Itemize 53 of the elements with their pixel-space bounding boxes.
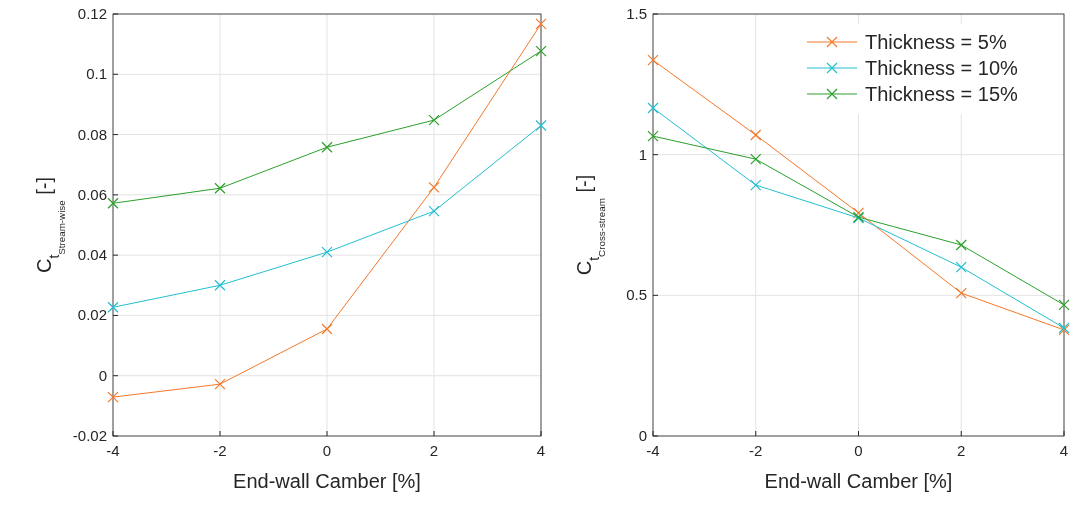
x-axis-title: End-wall Camber [%] bbox=[764, 470, 953, 492]
point bbox=[321, 323, 333, 335]
point bbox=[535, 119, 547, 132]
x-tick-label: 4 bbox=[1059, 442, 1069, 459]
point bbox=[107, 197, 119, 209]
point bbox=[750, 179, 762, 191]
x-tick-label: -2 bbox=[749, 442, 763, 459]
point bbox=[750, 129, 762, 141]
point bbox=[321, 141, 333, 153]
point bbox=[647, 102, 659, 114]
y-tick-label: 0.08 bbox=[77, 125, 107, 143]
point bbox=[955, 239, 967, 251]
x-tick-label: -4 bbox=[646, 442, 660, 459]
point bbox=[428, 114, 440, 126]
point bbox=[107, 391, 119, 403]
y-tick-label: 0.02 bbox=[77, 306, 107, 324]
point bbox=[535, 45, 547, 57]
point bbox=[535, 18, 547, 30]
x-tick-label: -4 bbox=[106, 442, 120, 459]
x-tick-label: 0 bbox=[854, 442, 863, 459]
x-tick-label: 2 bbox=[429, 442, 439, 459]
point bbox=[647, 54, 659, 66]
legend-label: Thickness = 5% bbox=[865, 31, 1007, 53]
x-tick-label: -2 bbox=[213, 442, 227, 459]
y-tick-label: -0.02 bbox=[72, 427, 107, 444]
point bbox=[955, 287, 967, 299]
y-tick-label: 1.5 bbox=[626, 5, 647, 22]
y-tick-label: 0 bbox=[98, 366, 107, 384]
point bbox=[107, 301, 119, 313]
x-tick-label: 0 bbox=[322, 442, 332, 459]
point bbox=[214, 378, 226, 390]
point bbox=[647, 130, 659, 142]
legend-label: Thickness = 15% bbox=[865, 83, 1019, 105]
point bbox=[428, 205, 440, 217]
point bbox=[955, 261, 967, 273]
legend-label: Thickness = 10% bbox=[865, 57, 1019, 79]
y-tick-label: 0.12 bbox=[77, 5, 107, 22]
x-axis-title: End-wall Camber [%] bbox=[233, 470, 421, 492]
y-tick-label: 0 bbox=[638, 427, 647, 444]
point bbox=[214, 182, 226, 194]
x-tick-label: 2 bbox=[957, 442, 966, 459]
y-tick-label: 0.5 bbox=[626, 286, 647, 304]
point bbox=[321, 246, 333, 258]
x-tick-label: 4 bbox=[536, 442, 546, 459]
y-tick-label: 0.04 bbox=[77, 246, 107, 264]
y-tick-label: 1 bbox=[638, 145, 647, 163]
point bbox=[750, 153, 762, 165]
y-tick-label: 0.06 bbox=[77, 185, 107, 203]
point bbox=[214, 279, 226, 291]
point bbox=[1058, 299, 1070, 311]
point bbox=[852, 207, 865, 219]
point bbox=[428, 181, 440, 193]
y-tick-label: 0.1 bbox=[86, 65, 107, 83]
